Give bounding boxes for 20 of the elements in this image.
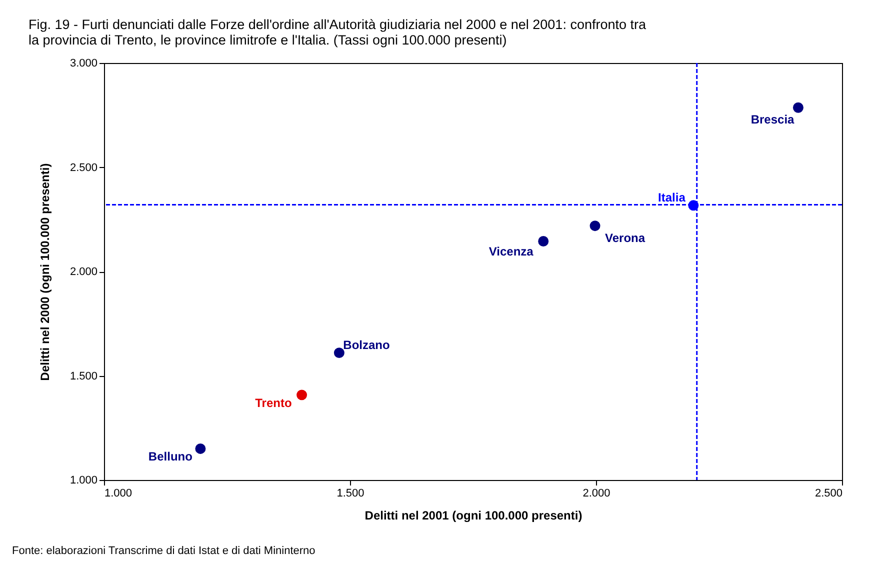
y-tick-label: 1.000 [70, 474, 98, 486]
x-tick-label: 1.000 [104, 488, 132, 500]
x-axis-title: Delitti nel 2001 (ogni 100.000 presenti) [364, 508, 582, 522]
annotation: Vicenza [488, 244, 534, 258]
y-tick-label: 1.500 [70, 370, 98, 382]
annotation: Verona [605, 230, 646, 245]
y-axis-title: Delitti nel 2000 (ogni 100.000 presenti) [38, 163, 52, 381]
annotation: Italia [658, 190, 686, 204]
chart-title: Fig. 19 - Furti denunciati dalle Forze dell'ordine all'Autorità giudiziaria nel 2000 e nel 2001: confronto tra la provincia di Trento, le province limitrofe e l'Italia. (Tassi ogni 100.000 presenti) [28, 17, 646, 48]
y-tick-label: 2.000 [70, 266, 98, 278]
annotation: Bolzano [343, 338, 390, 352]
y-tick-label: 2.500 [70, 162, 98, 174]
x-tick-label: 1.500 [336, 488, 364, 500]
x-tick-label: 2.500 [814, 488, 842, 500]
annotation: Belluno [148, 450, 192, 464]
annotation: Brescia [750, 112, 795, 127]
annotation: Trento [255, 396, 292, 410]
y-tick-label: 3.000 [70, 58, 98, 70]
source-note: Fonte: elaborazioni Transcrime di dati Istat e di dati Mininterno [12, 545, 316, 557]
x-tick-label: 2.000 [582, 488, 610, 500]
